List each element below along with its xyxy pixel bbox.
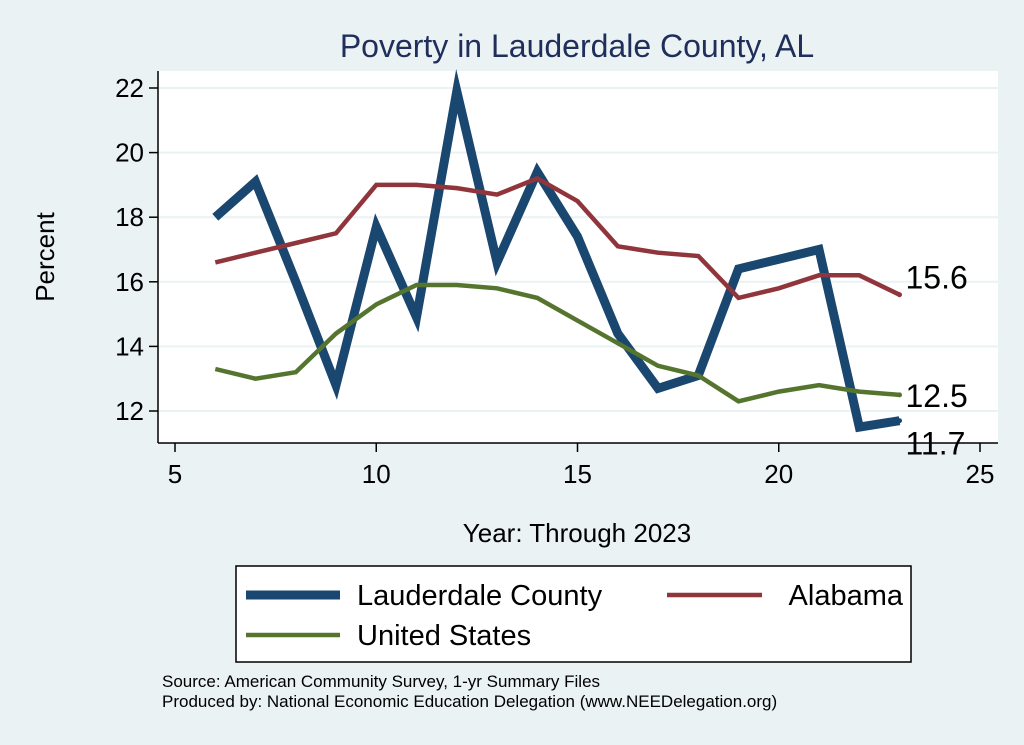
end-label-united-states: 12.5 (906, 378, 968, 414)
y-tick-label-12: 12 (115, 396, 144, 426)
end-marker-lauderdale-county (897, 418, 902, 424)
axes: 12 14 16 18 20 22 5 10 15 20 25 (115, 71, 998, 489)
x-tick-label-10: 10 (362, 459, 391, 489)
end-marker-alabama (897, 292, 902, 298)
series-line-united-states (214, 282, 900, 404)
series-lines (212, 68, 901, 433)
plot-area (158, 71, 998, 443)
source-note: Source: American Community Survey, 1-yr … (162, 672, 601, 691)
series-line-lauderdale-county (212, 68, 901, 433)
x-tick-label-20: 20 (764, 459, 793, 489)
end-marker-united-states (897, 392, 902, 398)
legend-label-united-states: United States (357, 620, 531, 652)
x-tick-label-25: 25 (966, 459, 995, 489)
producer-note: Produced by: National Economic Education… (162, 692, 778, 711)
x-tick-label-15: 15 (563, 459, 592, 489)
legend-label-lauderdale-county: Lauderdale County (357, 580, 603, 612)
y-tick-label-20: 20 (115, 138, 144, 168)
y-tick-label-22: 22 (115, 73, 144, 103)
y-tick-label-14: 14 (115, 331, 144, 361)
y-tick-label-16: 16 (115, 267, 144, 297)
y-axis-label: Percent (30, 211, 60, 301)
legend-label-alabama: Alabama (789, 580, 904, 612)
end-labels: 11.7 15.6 12.5 (897, 260, 968, 462)
x-tick-label-5: 5 (168, 459, 182, 489)
y-tick-label-18: 18 (115, 202, 144, 232)
x-axis-label: Year: Through 2023 (463, 518, 691, 548)
end-label-lauderdale-county: 11.7 (906, 426, 966, 462)
series-line-alabama (214, 175, 901, 301)
chart-title: Poverty in Lauderdale County, AL (340, 28, 814, 64)
end-label-alabama: 15.6 (906, 260, 968, 296)
legend: Lauderdale County Alabama United States (235, 565, 912, 663)
